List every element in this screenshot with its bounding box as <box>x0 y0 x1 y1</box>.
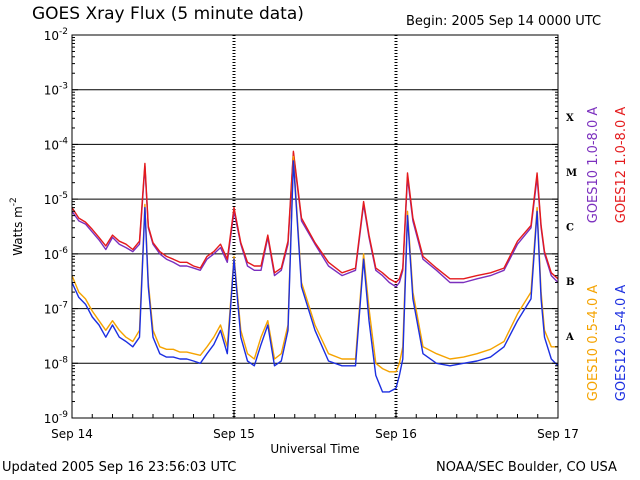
x-ticks: Sep 14 Sep 15 Sep 16 Sep 17 <box>51 410 579 441</box>
flare-class-a: A <box>565 332 574 343</box>
x-axis-label: Universal Time <box>270 442 359 456</box>
legend-entry-goes12-1-0-8-0-a: GOES12 1.0-8.0 A <box>614 107 629 224</box>
y-tick-label: 10-5 <box>44 191 68 207</box>
y-tick-label: 10-2 <box>44 27 68 43</box>
plot-frame <box>71 34 559 419</box>
y-tick-label: 10-4 <box>44 136 69 152</box>
x-tick-label: Sep 17 <box>537 427 579 441</box>
flare-class-labels: X M C B A <box>565 113 577 343</box>
legend: GOES10 1.0-8.0 A GOES12 1.0-8.0 A GOES10 0… <box>586 107 629 402</box>
flare-class-b: B <box>566 277 574 288</box>
legend-entry-goes10-1-0-8-0-a: GOES10 1.0-8.0 A <box>586 107 601 224</box>
y-tick-label: 10-7 <box>44 301 68 317</box>
series-line-goes12-0-5-4-0-a <box>71 160 559 393</box>
series-line-goes12-1-0-8-0-a <box>71 150 559 284</box>
x-tick-label: Sep 16 <box>375 427 417 441</box>
updated-timestamp: Updated 2005 Sep 16 23:56:03 UTC <box>2 460 237 475</box>
flare-class-c: C <box>566 223 574 234</box>
y-axis-label: Watts m-2 <box>9 197 25 256</box>
begin-time: Begin: 2005 Sep 14 0000 UTC <box>406 14 602 29</box>
y-tick-label: 10-8 <box>44 355 69 371</box>
y-ticks: 10-2 10-3 10-4 10-5 10-6 10-7 10-8 10-9 <box>44 27 558 426</box>
series-line-goes10-0-5-4-0-a <box>71 155 558 373</box>
y-tick-label: 10-6 <box>44 246 69 262</box>
series-group <box>71 150 559 393</box>
x-tick-label: Sep 14 <box>51 427 93 441</box>
flare-class-m: M <box>566 168 577 179</box>
y-tick-label: 10-9 <box>44 410 69 426</box>
x-tick-label: Sep 15 <box>213 427 255 441</box>
y-tick-label: 10-3 <box>44 82 68 98</box>
legend-entry-goes12-0-5-4-0-a: GOES12 0.5-4.0 A <box>614 285 629 402</box>
flare-class-x: X <box>566 113 574 124</box>
credit-text: NOAA/SEC Boulder, CO USA <box>436 460 617 475</box>
chart-title: GOES Xray Flux (5 minute data) <box>32 4 304 24</box>
grid <box>72 35 558 418</box>
legend-entry-goes10-0-5-4-0-a: GOES10 0.5-4.0 A <box>586 285 601 402</box>
